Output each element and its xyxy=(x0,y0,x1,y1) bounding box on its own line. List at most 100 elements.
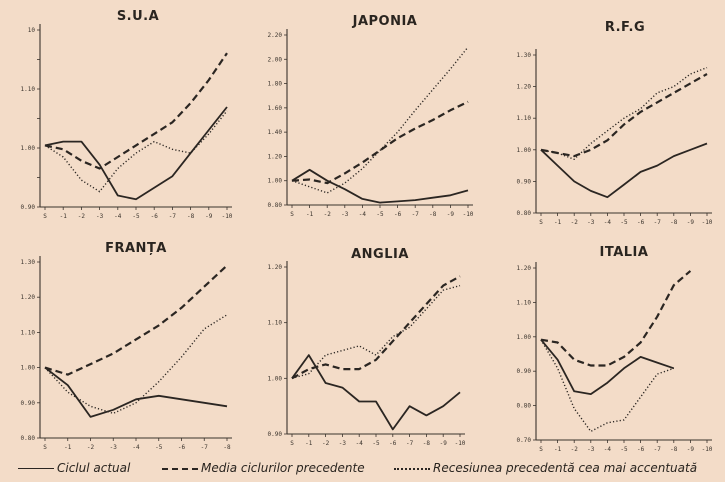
r-f-g-ytick-label: 0.90 xyxy=(517,178,532,185)
fran-a-series-actual xyxy=(44,366,228,418)
japonia-xtick-label: -6 xyxy=(394,211,402,218)
fran-a-xtick-label: -4 xyxy=(132,444,140,451)
fran-a-xtick-label: -1 xyxy=(64,444,72,451)
s-u-a-xtick-label: -10 xyxy=(222,213,233,220)
italia-xtick-label: -2 xyxy=(571,446,579,453)
s-u-a-xtick-label: -2 xyxy=(78,213,86,220)
s-u-a-xtick-label: -3 xyxy=(96,213,104,220)
legend-swatch-dotted xyxy=(394,467,430,470)
r-f-g-ytick-label: 1.10 xyxy=(517,115,532,122)
s-u-a-xtick-label: S xyxy=(43,213,47,220)
italia-xtick-label: -6 xyxy=(637,446,645,453)
s-u-a-series-rec xyxy=(44,110,228,193)
anglia-xtick-label: -7 xyxy=(406,440,414,447)
r-f-g-xtick-label: -10 xyxy=(702,219,713,226)
s-u-a-series-media xyxy=(44,52,228,170)
r-f-g-xtick-label: -5 xyxy=(620,219,628,226)
japonia-ytick-label: 1.40 xyxy=(268,129,283,136)
japonia-xtick-label: -9 xyxy=(447,211,455,218)
japonia-xtick-label: -1 xyxy=(306,211,314,218)
s-u-a-ytick-label: 10 xyxy=(28,27,36,34)
r-f-g-series-actual xyxy=(540,142,708,199)
japonia-xtick-label: -3 xyxy=(341,211,349,218)
r-f-g-ytick-label: 0.80 xyxy=(517,210,532,217)
legend-label-actual: Ciclul actual xyxy=(57,461,131,475)
japonia-xtick-label: S xyxy=(290,211,294,218)
legend-label-media: Media ciclurilor precedente xyxy=(201,461,365,475)
r-f-g-ytick-label: 1.30 xyxy=(517,52,532,59)
anglia-xtick-label: -8 xyxy=(423,440,431,447)
japonia-series-rec xyxy=(291,46,469,194)
s-u-a-xtick-label: -1 xyxy=(60,213,68,220)
anglia-xtick-label: -1 xyxy=(305,440,313,447)
japonia-series-media xyxy=(291,100,469,185)
italia-xtick-label: -7 xyxy=(654,446,662,453)
r-f-g-ytick-label: 1.20 xyxy=(517,84,532,91)
fran-a-xtick-label: -8 xyxy=(223,444,231,451)
fran-a-xtick-label: -5 xyxy=(155,444,163,451)
italia-xtick-label: -9 xyxy=(687,446,695,453)
legend-item-actual: Ciclul actual xyxy=(18,461,130,475)
italia-xtick-label: -10 xyxy=(702,446,713,453)
anglia-xtick-label: S xyxy=(290,440,294,447)
japonia-ytick-label: 2.20 xyxy=(268,32,283,39)
r-f-g-xtick-label: -2 xyxy=(571,219,579,226)
r-f-g-xtick-label: -8 xyxy=(670,219,678,226)
italia-ytick-label: 0.80 xyxy=(517,403,532,410)
italia-series-actual xyxy=(540,339,675,396)
italia-xtick-label: -1 xyxy=(554,446,562,453)
anglia-ytick-label: 1.20 xyxy=(268,264,283,271)
anglia-series-rec xyxy=(291,284,461,379)
italia-xtick-label: -4 xyxy=(604,446,612,453)
fran-a-ytick-label: 1.20 xyxy=(21,294,36,301)
japonia-xtick-label: -5 xyxy=(376,211,384,218)
s-u-a-xtick-label: -4 xyxy=(114,213,122,220)
s-u-a-xtick-label: -6 xyxy=(151,213,159,220)
legend-label-rec: Recesiunea precedentă cea mai accentuată xyxy=(433,461,698,475)
japonia-xtick-label: -7 xyxy=(412,211,420,218)
r-f-g-xtick-label: S xyxy=(539,219,543,226)
r-f-g-title: R.F.G xyxy=(605,20,645,35)
r-f-g-xtick-label: -9 xyxy=(687,219,695,226)
anglia-ytick-label: 1.00 xyxy=(268,375,283,382)
legend: Ciclul actual Media ciclurilor precedent… xyxy=(0,459,725,481)
fran-a-xtick-label: -7 xyxy=(201,444,209,451)
japonia-series-actual xyxy=(291,168,469,204)
r-f-g-xtick-label: -1 xyxy=(554,219,562,226)
r-f-g-series-rec xyxy=(540,66,708,161)
legend-item-media: Media ciclurilor precedente xyxy=(162,461,365,475)
fran-a-ytick-label: 1.00 xyxy=(21,365,36,372)
anglia-xtick-label: -6 xyxy=(389,440,397,447)
italia-xtick-label: -3 xyxy=(587,446,595,453)
japonia-ytick-label: 0.80 xyxy=(268,202,283,209)
anglia-xtick-label: -10 xyxy=(455,440,466,447)
s-u-a-ytick-label: 0.90 xyxy=(21,204,36,211)
japonia-title: JAPONIA xyxy=(352,14,418,29)
r-f-g-xtick-label: -7 xyxy=(654,219,662,226)
fran-a-ytick-label: 1.10 xyxy=(21,329,36,336)
fran-a-ytick-label: 0.90 xyxy=(21,400,36,407)
s-u-a-xtick-label: -7 xyxy=(169,213,177,220)
japonia-ytick-label: 1.20 xyxy=(268,153,283,160)
fran-a-series-media xyxy=(44,264,228,376)
japonia-ytick-label: 1.60 xyxy=(268,105,283,112)
italia-ytick-label: 1.00 xyxy=(517,334,532,341)
italia-xtick-label: S xyxy=(539,446,543,453)
italia-series-media xyxy=(540,270,692,367)
japonia-xtick-label: -10 xyxy=(463,211,474,218)
fran-a-xtick-label: -3 xyxy=(110,444,118,451)
fran-a-xtick-label: -2 xyxy=(87,444,95,451)
fran-a-xtick-label: -6 xyxy=(178,444,186,451)
s-u-a-title: S.U.A xyxy=(117,9,159,24)
japonia-ytick-label: 1.00 xyxy=(268,178,283,185)
italia-series-rec xyxy=(540,339,675,433)
r-f-g-ytick-label: 1.00 xyxy=(517,147,532,154)
legend-swatch-dashed xyxy=(162,467,198,470)
s-u-a-xtick-label: -5 xyxy=(132,213,140,220)
italia-xtick-label: -8 xyxy=(670,446,678,453)
anglia-ytick-label: 0.90 xyxy=(268,431,283,438)
r-f-g-series-media xyxy=(540,73,708,158)
anglia-xtick-label: -5 xyxy=(372,440,380,447)
anglia-series-actual xyxy=(291,354,461,431)
